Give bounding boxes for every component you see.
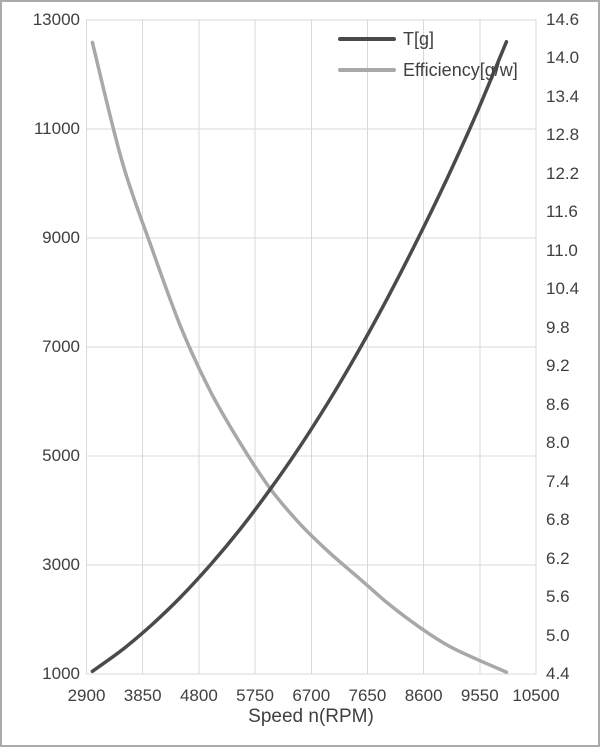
right-axis-tick-label: 13.4 [546, 86, 580, 106]
x-axis-tick-label: 4800 [179, 686, 218, 705]
x-axis-tick-label: 9550 [460, 686, 499, 705]
x-axis-tick-label: 6700 [292, 686, 331, 705]
x-axis-title: Speed n(RPM) [248, 706, 374, 727]
right-axis-tick-label: 10.4 [546, 279, 580, 299]
right-axis-tick-label: 9.8 [546, 317, 570, 337]
left-axis-tick-label: 1000 [42, 664, 80, 683]
right-axis-tick-label: 12.2 [546, 163, 580, 183]
right-axis-tick-label: 5.0 [546, 625, 570, 645]
right-axis-tick-label: 11.6 [546, 202, 578, 222]
left-axis-tick-label: 9000 [42, 228, 80, 247]
right-axis-tick-label: 6.8 [546, 510, 570, 530]
left-axis-tick-label: 11000 [33, 119, 80, 138]
legend-line-swatch-efficiency [338, 68, 396, 72]
left-axis-tick-label: 3000 [42, 555, 80, 574]
right-axis-tick-label: 8.0 [546, 433, 570, 453]
legend: T[g] Efficiency[g/w] [338, 28, 518, 81]
right-axis-tick-label: 6.2 [546, 548, 570, 568]
x-axis-tick-label: 3850 [123, 686, 162, 705]
legend-item-efficiency: Efficiency[g/w] [338, 59, 518, 81]
right-axis-tick-label: 9.2 [546, 356, 570, 376]
series-line-t [90, 40, 509, 674]
x-axis-tick-label: 5750 [236, 686, 274, 705]
plot-border [86, 19, 537, 675]
x-axis-tick-label: 2900 [67, 686, 106, 705]
right-axis-tick-label: 7.4 [546, 471, 570, 491]
x-axis-tick-label: 7650 [348, 686, 387, 705]
right-axis-tick-label: 4.4 [546, 664, 570, 683]
legend-item-t: T[g] [338, 28, 518, 50]
x-axis-tick-label: 8600 [404, 686, 443, 705]
series-line-efficiency [90, 40, 509, 674]
left-axis-tick-label: 5000 [42, 446, 80, 465]
x-axis-tick-label: 10500 [512, 686, 560, 705]
right-axis-tick-label: 5.6 [546, 587, 570, 607]
right-axis-tick-label: 8.6 [546, 394, 570, 414]
left-axis-tick-label: 13000 [32, 10, 80, 29]
left-axis-tick-label: 7000 [42, 337, 80, 356]
right-axis-tick-label: 11.0 [546, 240, 578, 260]
right-axis-tick-label: 14.6 [546, 10, 580, 29]
legend-label-t: T[g] [403, 29, 435, 49]
right-axis-tick-label: 14.0 [546, 48, 580, 68]
legend-line-swatch-t [338, 37, 396, 41]
right-axis-tick-label: 12.8 [546, 125, 580, 145]
legend-label-efficiency: Efficiency[g/w] [403, 60, 518, 80]
